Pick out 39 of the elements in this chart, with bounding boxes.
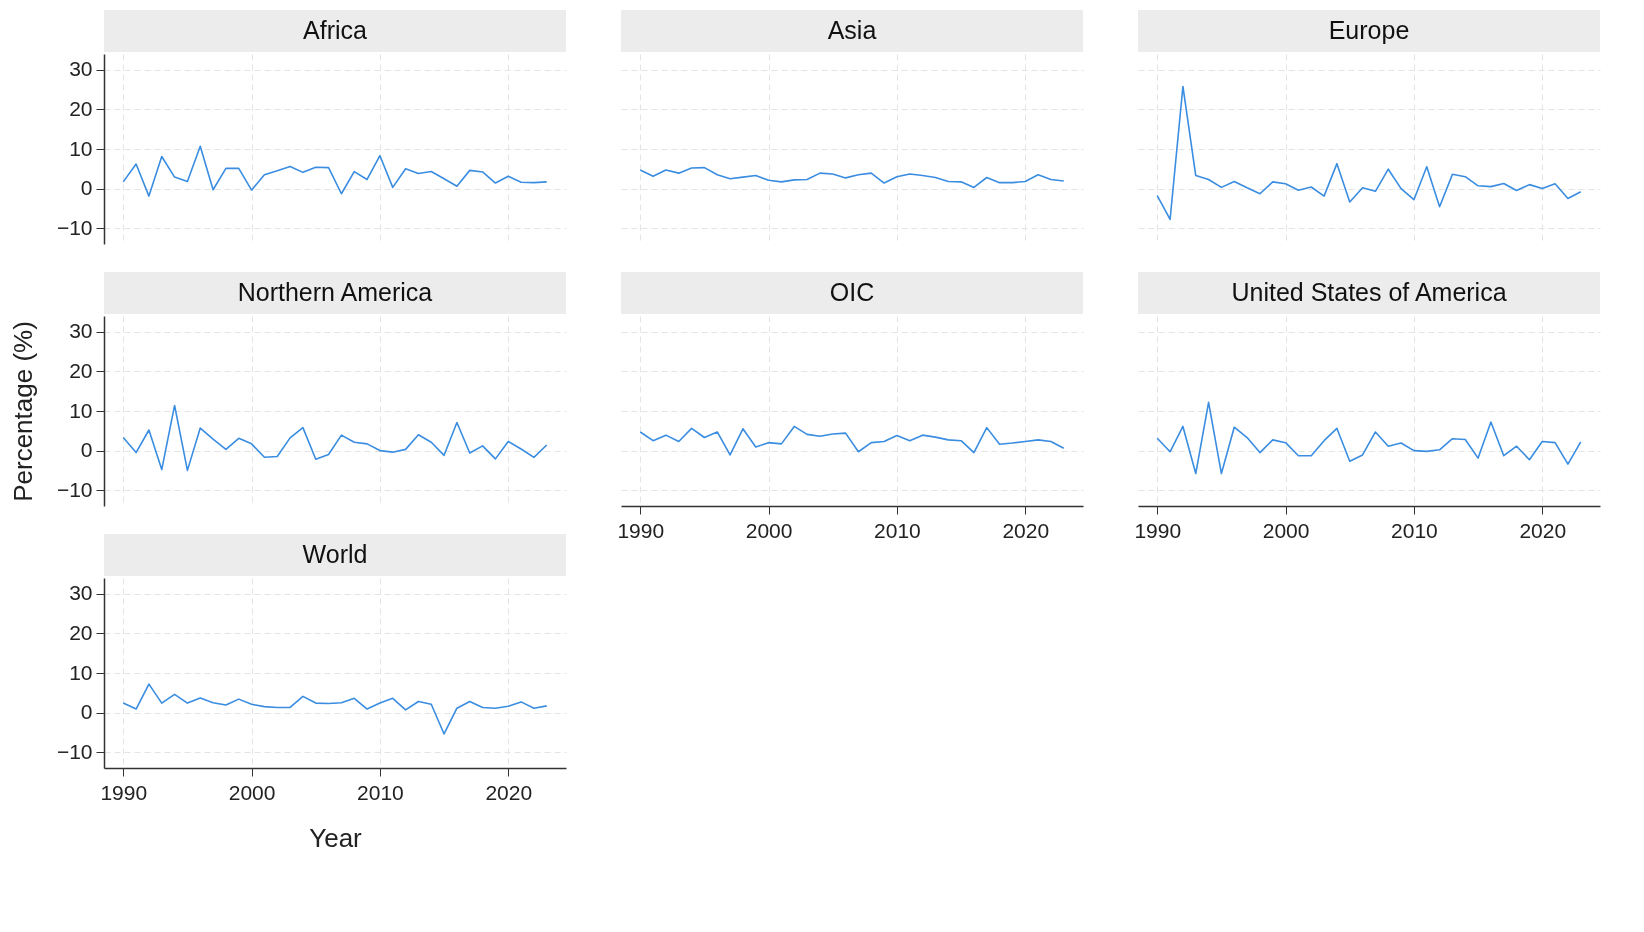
chart-title: United States of America: [1231, 278, 1507, 306]
x-tick-label: 1990: [100, 780, 148, 804]
x-tick-label: 2000: [228, 780, 276, 804]
x-tick-label: 1990: [1134, 518, 1182, 542]
y-tick-label: 30: [69, 581, 93, 605]
x-axis-title: Year: [309, 822, 363, 853]
y-tick-label: −10: [56, 215, 93, 239]
chart-title: Asia: [827, 16, 877, 44]
y-tick-label: 10: [69, 136, 93, 160]
chart-title: OIC: [829, 278, 875, 306]
x-tick-label: 2000: [1262, 518, 1310, 542]
y-tick-label: 30: [69, 319, 93, 343]
x-tick-label: 2020: [1519, 518, 1567, 542]
line-series: [122, 145, 548, 197]
chart-title: Africa: [303, 16, 368, 44]
y-tick-label: 20: [69, 358, 93, 382]
x-tick-label: 2010: [357, 780, 404, 804]
x-tick-label: 1990: [617, 518, 665, 542]
chart-title: Europe: [1328, 16, 1410, 44]
y-tick-label: 30: [69, 57, 93, 81]
y-tick-label: 10: [69, 660, 93, 684]
y-tick-label: 20: [69, 620, 93, 644]
y-tick-label: 10: [69, 398, 93, 422]
y-axis-title: Percentage (%): [7, 321, 38, 502]
x-tick-label: 2010: [874, 518, 921, 542]
chart-title: World: [302, 540, 368, 568]
line-series: [122, 683, 548, 735]
x-tick-label: 2000: [745, 518, 793, 542]
chart-title: Northern America: [237, 278, 433, 306]
y-tick-label: −10: [56, 739, 93, 763]
y-tick-label: 0: [80, 438, 93, 462]
y-tick-label: 0: [80, 176, 93, 200]
y-tick-label: −10: [56, 477, 93, 501]
x-tick-label: 2020: [485, 780, 533, 804]
y-tick-label: 0: [80, 700, 93, 724]
y-tick-label: 20: [69, 96, 93, 120]
line-series: [122, 404, 548, 472]
x-tick-label: 2010: [1391, 518, 1438, 542]
x-tick-label: 2020: [1002, 518, 1050, 542]
